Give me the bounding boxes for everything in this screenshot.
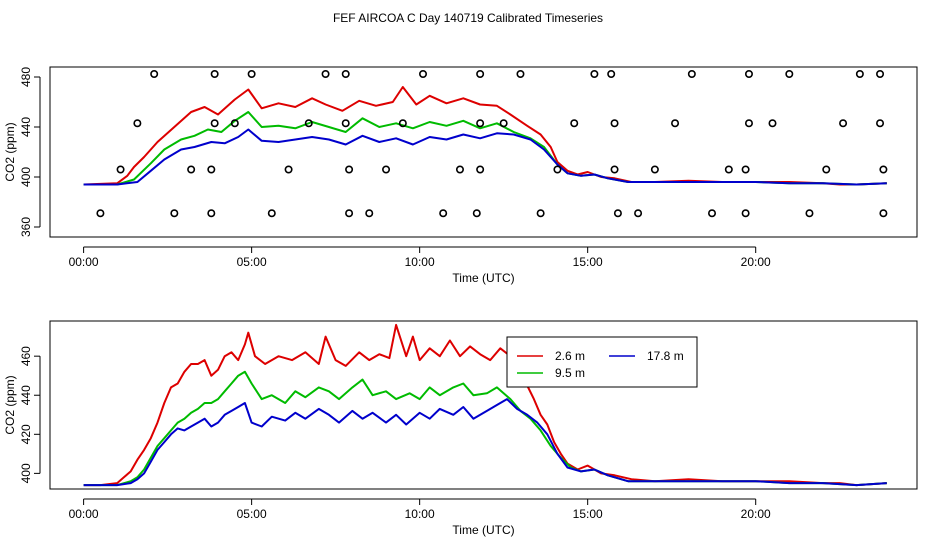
panel-top-series-9-5-mm-line [83,111,887,186]
panel-bottom-legend-label: 9.5 m [555,366,585,380]
panel-bottom-y-tick-label: 400 [19,463,33,483]
panel-bottom-series-9-5-mm-line [83,370,887,487]
panel-top-reference-marker [855,70,864,79]
panel-top-reference-marker [247,70,256,79]
panel-top-reference-marker [170,209,179,218]
panel-top-reference-marker [650,165,659,174]
panel-top-x-tick-label: 00:00 [69,255,99,269]
panel-top-reference-marker [879,165,888,174]
panel-top-reference-marker [785,70,794,79]
panel-top-reference-marker [613,209,622,218]
panel-bottom-x-tick-label: 20:00 [741,507,771,521]
panel-top-chart: Time (UTC) CO2 (ppm) 00:00 05:00 10:00 15:0… [3,66,918,285]
panel-top-reference-marker [671,119,680,128]
panel-top-reference-marker [741,165,750,174]
panel-top-series-17-8-mm-line [83,128,887,186]
panel-bottom-x-tick-label: 15:00 [573,507,603,521]
panel-top-reference-marker [439,209,448,218]
panel-bottom-legend-label: 2.6 m [555,349,585,363]
panel-top-reference-marker [116,165,125,174]
panel-top-reference-marker [876,70,885,79]
panel-top-reference-marker [876,119,885,128]
panel-top-x-tick-label: 10:00 [405,255,435,269]
panel-top-reference-marker [805,209,814,218]
panel-bottom-series-17-8-mm-line [83,398,887,487]
panel-top-reference-marker [210,70,219,79]
panel-top-reference-marker [687,70,696,79]
panel-top-reference-marker [499,119,508,128]
panel-top-reference-marker [536,209,545,218]
panel-top-y-tick-label: 440 [19,117,33,137]
panel-top-reference-marker [476,165,485,174]
panel-top-reference-marker [230,119,239,128]
panel-top-reference-marker [741,209,750,218]
panel-top-reference-marker [345,209,354,218]
panel-bottom-y-tick-label: 420 [19,424,33,444]
panel-top-reference-marker [472,209,481,218]
panel-top-y-tick-label: 400 [19,167,33,187]
panel-top-reference-marker [341,119,350,128]
panel-top-reference-marker [345,165,354,174]
panel-top-reference-marker [634,209,643,218]
panel-bottom-chart: Time (UTC) CO2 (ppm) 00:00 05:00 10:00 15:0… [3,320,918,537]
panel-bottom-series-2-6-mm-line [83,323,887,487]
panel-top-y-tick-label: 480 [19,67,33,87]
panel-top-x-tick-label: 20:00 [741,255,771,269]
panel-top-reference-marker [768,119,777,128]
panel-top-reference-marker [744,70,753,79]
panel-bottom-y-tick-label: 460 [19,346,33,366]
panel-top-reference-marker [879,209,888,218]
panel-bottom-legend-label: 17.8 m [647,349,684,363]
panel-top-reference-marker [207,165,216,174]
panel-top-reference-marker [607,70,616,79]
panel-top-reference-marker [610,165,619,174]
panel-top-reference-marker [284,165,293,174]
panel-top-reference-marker [321,70,330,79]
panel-top-reference-marker [365,209,374,218]
panel-top-reference-marker [476,70,485,79]
panel-top-reference-marker [96,209,105,218]
panel-top-x-axis-label: Time (UTC) [452,271,514,285]
panel-bottom-x-tick-label: 05:00 [237,507,267,521]
panel-bottom-x-axis-label: Time (UTC) [452,523,514,537]
figure-title: FEF AIRCOA C Day 140719 Calibrated Times… [333,11,603,25]
panel-top-plot-frame [49,66,918,238]
panel-top-reference-marker [744,119,753,128]
panel-top-reference-marker [419,70,428,79]
panel-top-reference-marker [724,165,733,174]
panel-top-reference-marker [516,70,525,79]
panel-top-reference-marker [553,165,562,174]
panel-top-reference-marker [398,119,407,128]
panel-top-reference-marker [610,119,619,128]
panel-top-reference-marker [150,70,159,79]
panel-top-y-tick-label: 360 [19,217,33,237]
panel-bottom-plot-frame [49,320,918,490]
panel-top-x-tick-label: 15:00 [573,255,603,269]
panel-top-reference-marker [133,119,142,128]
panel-top-reference-marker [210,119,219,128]
panel-top-reference-marker [570,119,579,128]
panel-top-reference-marker [267,209,276,218]
panel-top-reference-marker [187,165,196,174]
panel-top-reference-marker [708,209,717,218]
panel-top-reference-marker [839,119,848,128]
panel-top-reference-marker [590,70,599,79]
panel-bottom-x-tick-label: 00:00 [69,507,99,521]
panel-bottom-legend-box [506,336,698,388]
panel-bottom-y-tick-label: 440 [19,385,33,405]
panel-top-reference-marker [341,70,350,79]
panel-top-x-tick-label: 05:00 [237,255,267,269]
panel-bottom-x-tick-label: 10:00 [405,507,435,521]
panel-top-reference-marker [382,165,391,174]
panel-top-reference-marker [455,165,464,174]
panel-top-reference-marker [304,119,313,128]
panel-bottom-y-axis-label: CO2 (ppm) [3,375,17,434]
panel-top-reference-marker [476,119,485,128]
panel-top-reference-marker [207,209,216,218]
panel-top-y-axis-label: CO2 (ppm) [3,122,17,181]
panel-top-reference-marker [822,165,831,174]
